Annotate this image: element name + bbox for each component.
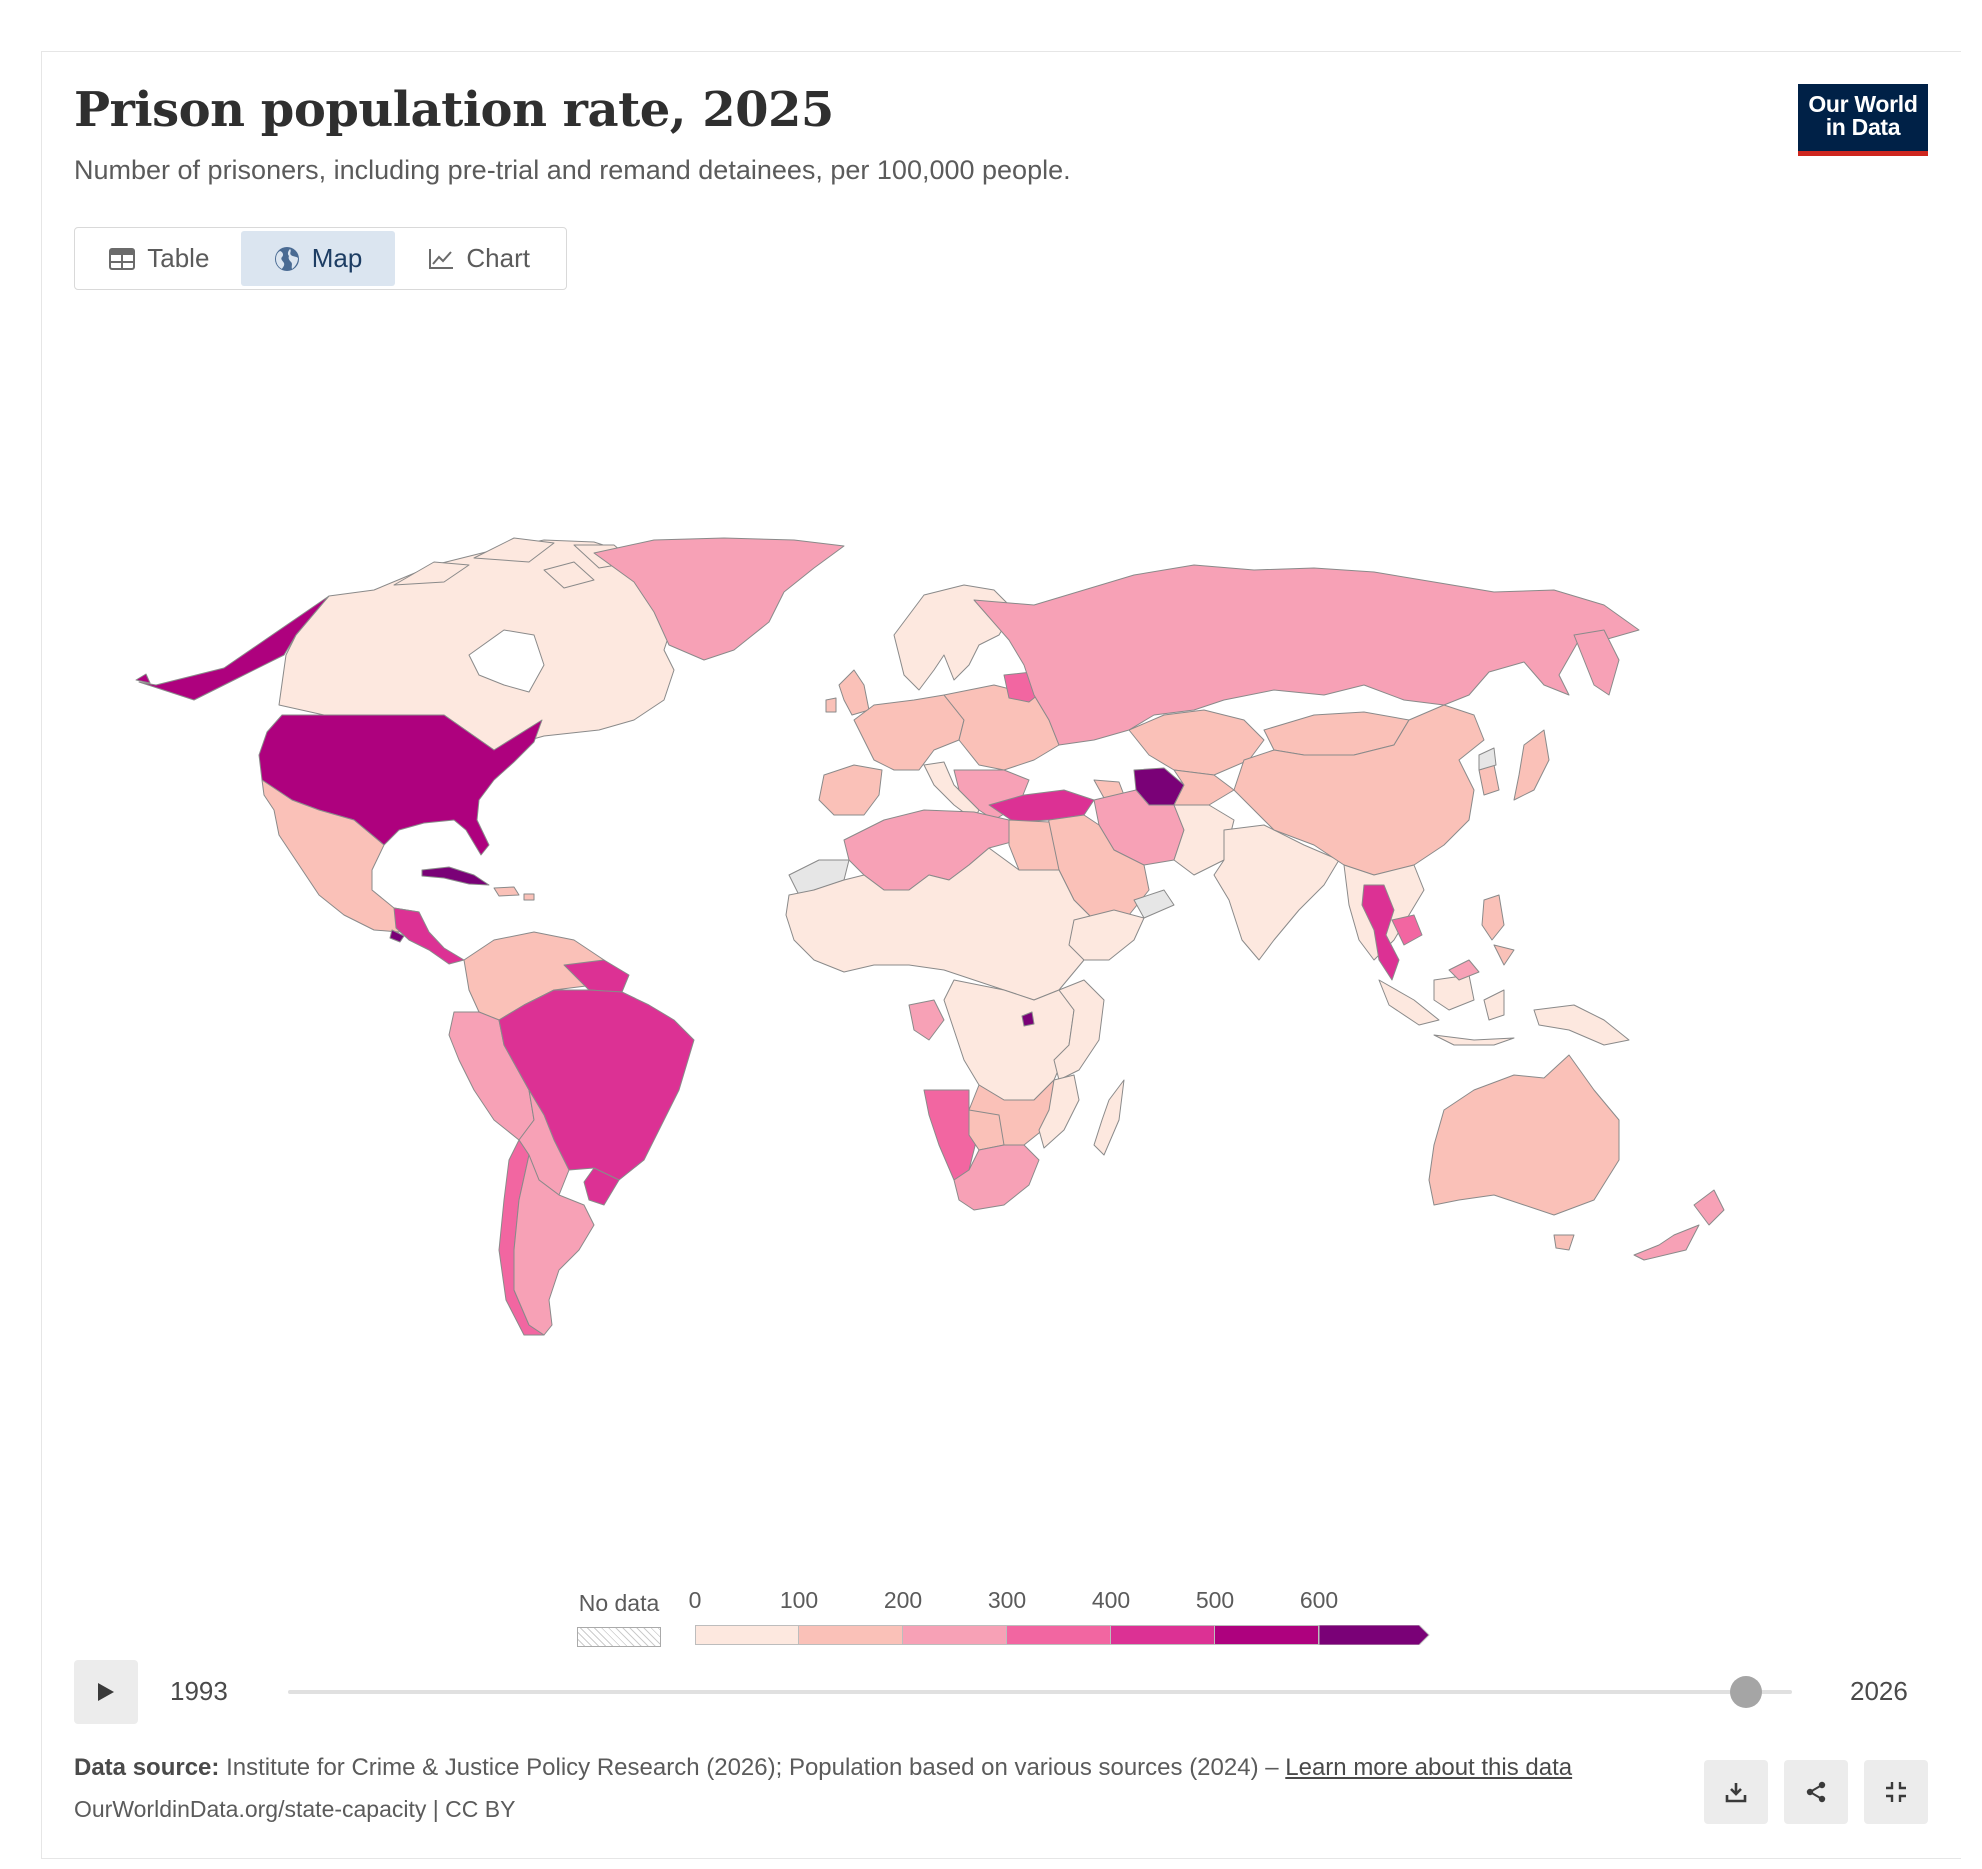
line-chart-icon bbox=[429, 248, 454, 269]
exit-fullscreen-icon bbox=[1886, 1782, 1906, 1802]
logo-line-1: Our World bbox=[1808, 91, 1918, 117]
data-source-label: Data source: bbox=[74, 1754, 220, 1781]
region-cambodia[interactable] bbox=[1391, 914, 1423, 946]
legend-bin-200-300[interactable] bbox=[903, 1625, 1007, 1645]
region-arctic-islands[interactable] bbox=[393, 537, 635, 589]
legend-tick-200: 200 bbox=[883, 1587, 923, 1613]
legend-bin-0-100[interactable] bbox=[695, 1625, 799, 1645]
world-map-svg bbox=[135, 537, 1725, 1336]
region-east-africa[interactable] bbox=[1053, 979, 1105, 1081]
action-buttons bbox=[1704, 1760, 1928, 1824]
region-afghanistan-pakistan[interactable] bbox=[1173, 804, 1235, 876]
legend-bin-500-600[interactable] bbox=[1215, 1625, 1319, 1645]
region-philippines[interactable] bbox=[1481, 894, 1515, 966]
region-cuba[interactable] bbox=[421, 866, 490, 886]
play-icon bbox=[98, 1683, 114, 1701]
legend-bin-400-500[interactable] bbox=[1111, 1625, 1215, 1645]
region-mozambique[interactable] bbox=[1038, 1074, 1080, 1149]
legend-tick-100: 100 bbox=[779, 1587, 819, 1613]
legend-tick-0: 0 bbox=[688, 1587, 702, 1613]
legend-tick-300: 300 bbox=[987, 1587, 1027, 1613]
share-button[interactable] bbox=[1784, 1760, 1848, 1824]
region-kazakhstan[interactable] bbox=[1128, 709, 1265, 776]
region-western-europe[interactable] bbox=[853, 694, 965, 771]
region-south-africa[interactable] bbox=[953, 1144, 1040, 1211]
legend-no-data: No data bbox=[576, 1590, 662, 1647]
region-china[interactable] bbox=[1233, 704, 1485, 876]
region-new-zealand[interactable] bbox=[1633, 1189, 1725, 1261]
region-tasmania[interactable] bbox=[1553, 1234, 1575, 1251]
legend-tick-400: 400 bbox=[1091, 1587, 1131, 1613]
download-icon bbox=[1725, 1783, 1747, 1803]
timeline: 1993 2026 bbox=[74, 1660, 1924, 1724]
region-horn-of-africa[interactable] bbox=[1068, 909, 1145, 961]
timeline-end-year: 2026 bbox=[1850, 1676, 1908, 1706]
exit-fullscreen-button[interactable] bbox=[1864, 1760, 1928, 1824]
timeline-track[interactable] bbox=[288, 1690, 1792, 1694]
table-icon bbox=[109, 247, 136, 270]
region-uk-ireland[interactable] bbox=[825, 669, 870, 716]
logo-line-2: in Data bbox=[1825, 114, 1901, 140]
owid-logo[interactable]: Our World in Data bbox=[1798, 84, 1928, 156]
legend-no-data-label: No data bbox=[578, 1590, 660, 1616]
region-central-asia[interactable] bbox=[1173, 769, 1235, 806]
globe-icon bbox=[274, 246, 299, 271]
region-australia[interactable] bbox=[1428, 1054, 1620, 1216]
region-papua[interactable] bbox=[1533, 1004, 1630, 1046]
tab-map[interactable]: Map bbox=[240, 231, 396, 286]
tab-chart[interactable]: Chart bbox=[395, 231, 563, 286]
chart-subtitle: Number of prisoners, including pre-trial… bbox=[74, 155, 1071, 185]
timeline-handle[interactable] bbox=[1730, 1676, 1763, 1708]
region-colombia-venezuela[interactable] bbox=[463, 931, 605, 1021]
region-greenland[interactable] bbox=[593, 537, 845, 661]
region-hudson-bay bbox=[468, 629, 545, 693]
region-iberia[interactable] bbox=[818, 764, 883, 816]
legend-bin-100-200[interactable] bbox=[799, 1625, 903, 1645]
legend-color-scale: 0 100 200 300 400 500 600 bbox=[689, 1587, 1435, 1647]
region-caribbean-islands[interactable] bbox=[493, 886, 535, 901]
data-source-text: Institute for Crime & Justice Policy Res… bbox=[226, 1754, 1279, 1781]
region-russia[interactable] bbox=[973, 564, 1640, 746]
region-central-america[interactable] bbox=[393, 907, 465, 965]
legend-tick-600: 600 bbox=[1299, 1587, 1339, 1613]
region-thailand[interactable] bbox=[1361, 884, 1400, 981]
tab-map-label: Map bbox=[311, 243, 363, 273]
region-gabon-congo[interactable] bbox=[908, 999, 945, 1041]
play-button[interactable] bbox=[74, 1660, 138, 1724]
legend-tick-500: 500 bbox=[1195, 1587, 1235, 1613]
region-india[interactable] bbox=[1213, 824, 1340, 961]
region-madagascar[interactable] bbox=[1093, 1079, 1125, 1156]
region-rwanda[interactable] bbox=[1021, 1011, 1035, 1027]
world-map bbox=[74, 300, 1934, 1560]
region-yemen-nodata[interactable] bbox=[1133, 889, 1175, 919]
tab-chart-label: Chart bbox=[466, 243, 530, 273]
region-scandinavia[interactable] bbox=[893, 584, 1015, 691]
region-malaysia[interactable] bbox=[1448, 959, 1480, 981]
legend-bin-300-400[interactable] bbox=[1007, 1625, 1111, 1645]
region-uruguay[interactable] bbox=[583, 1167, 620, 1206]
tab-table[interactable]: Table bbox=[78, 231, 241, 286]
tab-table-label: Table bbox=[147, 243, 210, 273]
learn-more-link[interactable]: Learn more about this data bbox=[1285, 1754, 1573, 1781]
region-guianas[interactable] bbox=[563, 959, 630, 993]
region-indonesia[interactable] bbox=[1378, 974, 1515, 1046]
chart-title: Prison population rate, 2025 bbox=[74, 82, 834, 138]
share-icon bbox=[1806, 1781, 1826, 1803]
region-el-salvador[interactable] bbox=[389, 929, 405, 943]
view-tabs: Table Map Chart bbox=[74, 227, 567, 290]
legend-bin-600-plus[interactable] bbox=[1319, 1625, 1431, 1645]
region-alaska[interactable] bbox=[135, 595, 330, 701]
timeline-start-year: 1993 bbox=[170, 1676, 228, 1706]
source-url: OurWorldinData.org/state-capacity | CC B… bbox=[74, 1796, 516, 1822]
region-north-korea-nodata[interactable] bbox=[1478, 747, 1497, 771]
legend-no-data-swatch bbox=[577, 1627, 661, 1647]
download-button[interactable] bbox=[1704, 1760, 1768, 1824]
data-source: Data source: Institute for Crime & Justi… bbox=[74, 1754, 1572, 1782]
region-argentina[interactable] bbox=[513, 1154, 595, 1336]
region-kamchatka[interactable] bbox=[1573, 629, 1620, 696]
